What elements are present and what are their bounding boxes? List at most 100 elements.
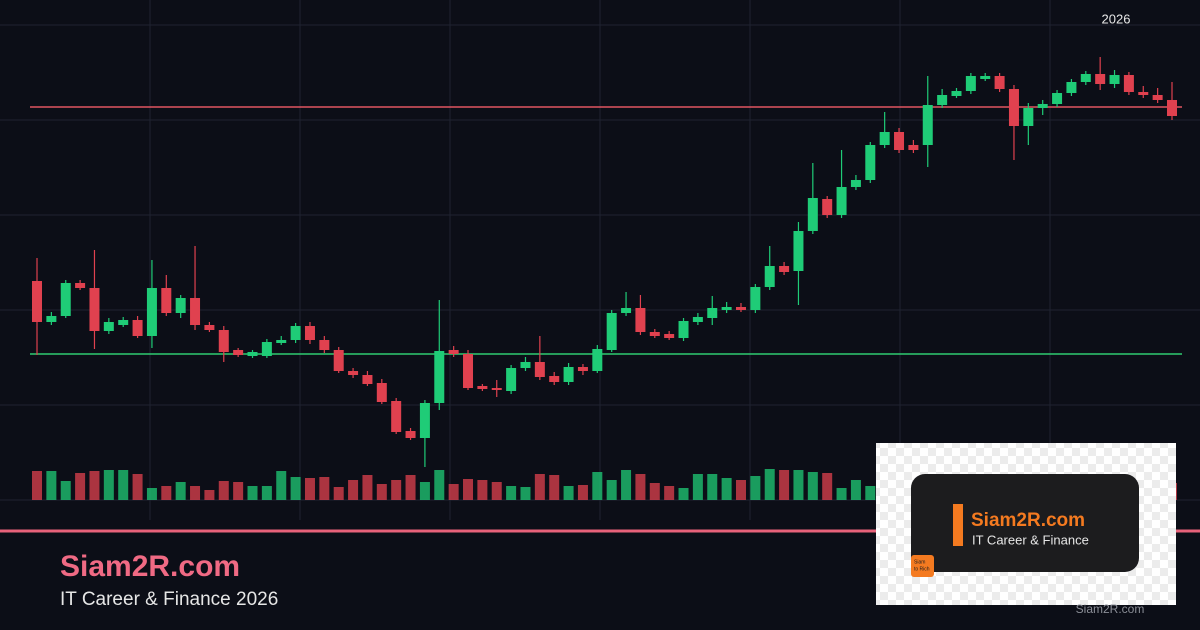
candle-body (549, 376, 560, 382)
candle-body (965, 76, 976, 91)
candle-body (190, 298, 201, 325)
card-title: Siam2R.com (971, 510, 1085, 531)
candle-body (822, 199, 833, 215)
candle-body (175, 298, 186, 313)
watermark: Siam2R.com (1076, 602, 1145, 616)
volume-bar (721, 478, 732, 500)
candle-body (836, 187, 847, 215)
volume-bar (534, 474, 545, 500)
candle-body (75, 283, 86, 288)
candle-body (937, 95, 948, 105)
candle-body (132, 320, 143, 336)
volume-bar (735, 480, 746, 500)
candle-body (1008, 89, 1019, 126)
volume-bar (549, 475, 560, 500)
candle-body (1066, 82, 1077, 93)
candle-body (448, 350, 459, 354)
candle-body (520, 362, 531, 368)
volume-bar (822, 473, 833, 500)
tagline: IT Career & Finance 2026 (60, 589, 278, 610)
candle-body (276, 340, 287, 343)
volume-bar (103, 470, 114, 500)
volume-bar (764, 469, 775, 500)
volume-bar (506, 486, 517, 500)
candle-body (491, 388, 502, 390)
volume-bar (793, 470, 804, 500)
volume-bar (46, 471, 57, 500)
volume-bar (204, 490, 215, 500)
volume-bar (276, 471, 287, 500)
candle-body (649, 332, 660, 336)
candle-body (908, 145, 919, 150)
volume-bar (218, 481, 229, 500)
year-label: 2026 (1102, 11, 1131, 26)
volume-bar (477, 480, 488, 500)
candle-body (980, 76, 991, 79)
badge (911, 555, 934, 577)
candle-body (304, 326, 315, 340)
volume-bar (563, 486, 574, 500)
volume-bar (376, 484, 387, 500)
card-tagline: IT Career & Finance (972, 532, 1089, 547)
candle-body (577, 367, 588, 371)
volume-bar (161, 486, 172, 500)
volume-bar (146, 488, 157, 500)
volume-bar (448, 484, 459, 500)
candle-body (1152, 95, 1163, 100)
volume-bar (391, 480, 402, 500)
volume-bar (635, 474, 646, 500)
candle-body (1080, 74, 1091, 82)
volume-bar (592, 472, 603, 500)
volume-bar (60, 481, 71, 500)
volume-bar (419, 482, 430, 500)
volume-bar (678, 488, 689, 500)
candle-body (563, 367, 574, 382)
candle-body (635, 308, 646, 332)
plot (30, 57, 1182, 500)
candle-body (319, 340, 330, 350)
volume-bar (434, 470, 445, 500)
candle-body (506, 368, 517, 391)
volume-bar (261, 486, 272, 500)
volume-bar (362, 475, 373, 500)
candle-body (1138, 92, 1149, 95)
volume-bar (491, 482, 502, 500)
badge-line: Siam (914, 559, 925, 565)
candle-body (46, 316, 57, 322)
candle-body (290, 326, 301, 340)
candle-body (994, 76, 1005, 89)
candle-body (865, 145, 876, 180)
volume-bar (606, 480, 617, 500)
candle-body (103, 322, 114, 331)
candle-body (707, 308, 718, 318)
candle-body (434, 351, 445, 403)
card-bar (953, 504, 963, 546)
volume-bar (89, 471, 100, 500)
candle-body (1037, 104, 1048, 108)
candle-body (60, 283, 71, 316)
volume-bar (649, 483, 660, 500)
candle-body (750, 287, 761, 310)
volume-bar (118, 470, 129, 500)
volume-bar (233, 482, 244, 500)
volume-bar (75, 473, 86, 500)
volume-bar (132, 474, 143, 500)
candle-body (922, 105, 933, 145)
candle-body (118, 320, 129, 325)
candle-body (376, 383, 387, 402)
candle-body (477, 386, 488, 389)
volume-bar (247, 486, 258, 500)
volume-bar (319, 477, 330, 500)
volume-bar (621, 470, 632, 500)
card (911, 474, 1139, 572)
candle-body (391, 401, 402, 432)
site-title: Siam2R.com (60, 550, 240, 583)
volume-bar (333, 487, 344, 500)
candle-body (807, 198, 818, 231)
candle-body (233, 350, 244, 355)
candle-body (1109, 75, 1120, 84)
candle-body (793, 231, 804, 271)
candle-body (362, 375, 373, 384)
volume-bar (520, 487, 531, 500)
candle-body (419, 403, 430, 438)
